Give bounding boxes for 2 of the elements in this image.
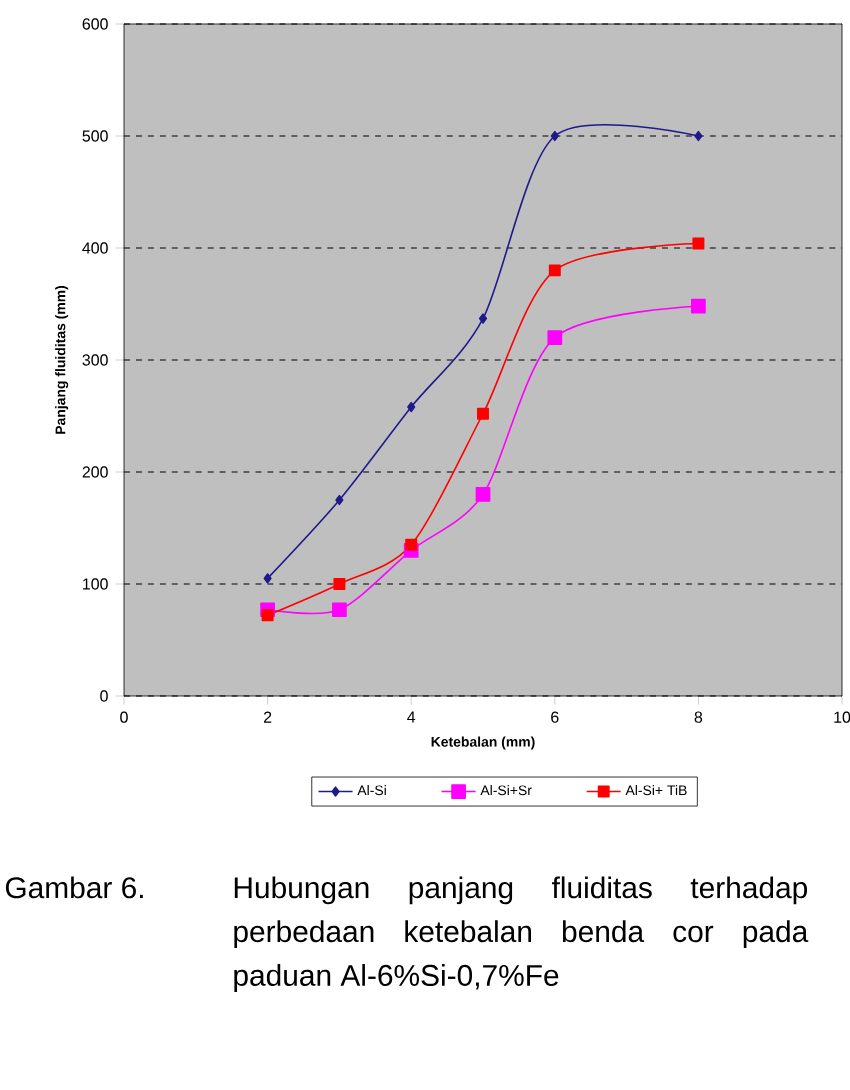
text: Gambar 6. xyxy=(5,876,143,899)
text: Hubungan panjang fluiditas terhadap perbedaan ketebalan benda cor pada paduan Al-6%Si-0,7%Fe xyxy=(234,876,809,992)
